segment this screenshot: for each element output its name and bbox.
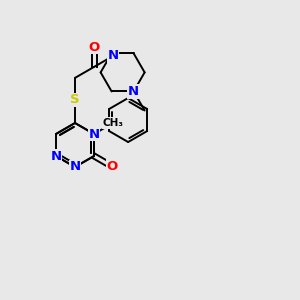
Text: O: O (106, 160, 118, 173)
Text: N: N (88, 128, 100, 140)
Text: CH₃: CH₃ (103, 118, 124, 128)
Text: S: S (70, 93, 80, 106)
Text: N: N (107, 50, 119, 62)
Text: N: N (69, 160, 81, 173)
Text: O: O (88, 40, 100, 54)
Text: N: N (50, 149, 62, 163)
Text: N: N (128, 85, 139, 98)
